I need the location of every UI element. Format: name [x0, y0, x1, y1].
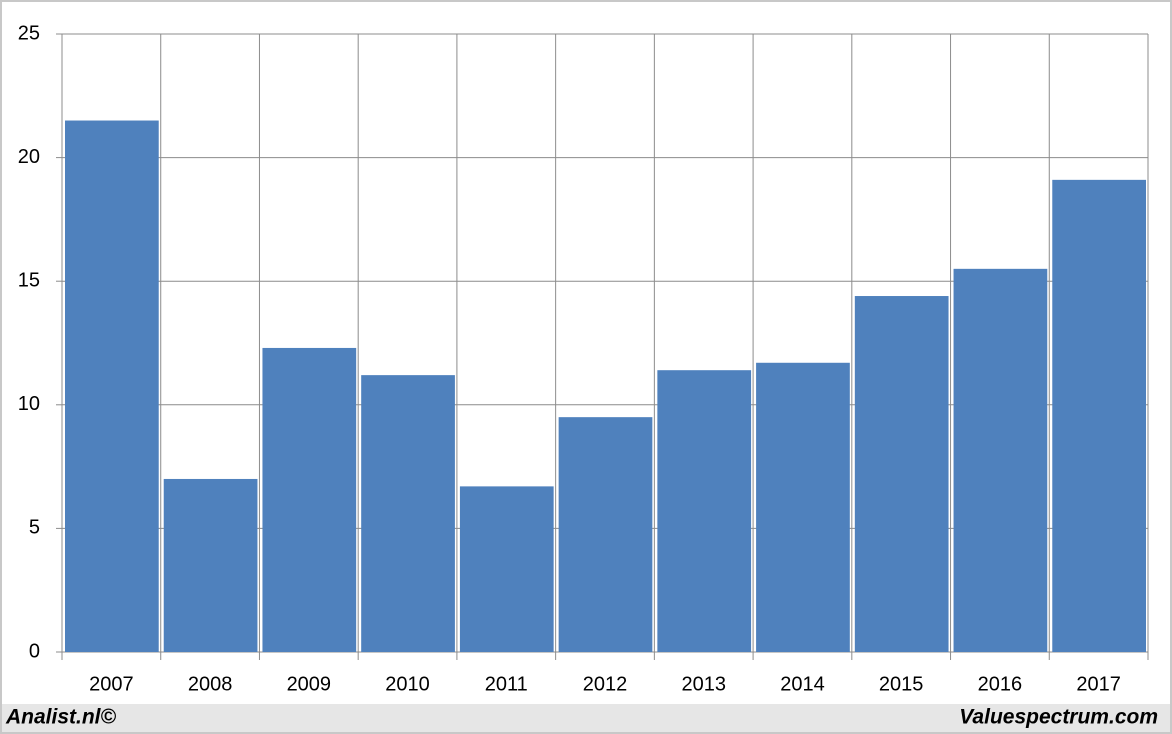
y-tick-label: 15 [18, 269, 40, 291]
bar [262, 347, 357, 652]
bar [558, 417, 653, 652]
bar [163, 478, 258, 652]
x-tick-label: 2009 [287, 673, 332, 695]
x-tick-label: 2014 [780, 673, 825, 695]
bar [65, 120, 159, 652]
x-tick-label: 2017 [1076, 673, 1121, 695]
footer-right: Valuespectrum.com [959, 706, 1158, 729]
bar [854, 296, 949, 652]
y-tick-label: 20 [18, 146, 40, 168]
bar [361, 375, 455, 652]
bar [953, 268, 1048, 652]
y-tick-label: 10 [18, 393, 40, 415]
x-tick-label: 2010 [385, 673, 430, 695]
y-tick-label: 5 [29, 517, 40, 539]
x-tick-label: 2013 [681, 673, 726, 695]
bar [459, 486, 554, 652]
x-tick-label: 2008 [188, 673, 233, 695]
x-tick-label: 2007 [89, 673, 134, 695]
x-tick-label: 2015 [879, 673, 924, 695]
x-tick-label: 2012 [583, 673, 628, 695]
x-tick-label: 2011 [485, 673, 528, 695]
y-tick-label: 0 [29, 640, 40, 662]
x-tick-label: 2016 [978, 673, 1023, 695]
y-tick-label: 25 [18, 22, 40, 44]
bar [1052, 179, 1146, 652]
footer-left: Analist.nl© [5, 706, 117, 729]
footer-band [2, 704, 1170, 732]
bar [657, 370, 752, 652]
bar [756, 362, 850, 652]
